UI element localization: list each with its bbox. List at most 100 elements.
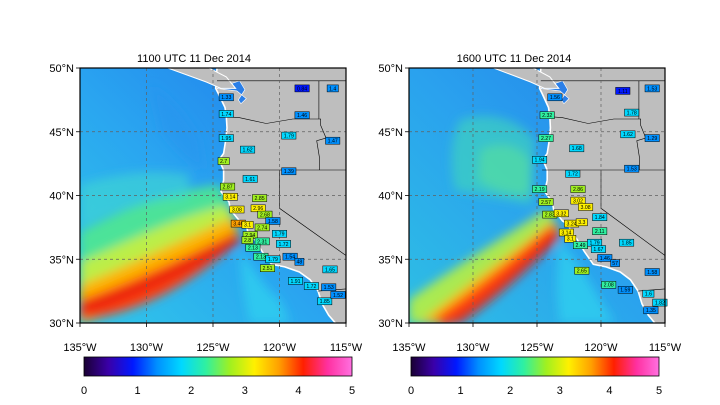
station-value: 2.11 bbox=[595, 229, 605, 235]
station-box: 1.61 bbox=[242, 175, 258, 183]
y-tick-label: 35°N bbox=[49, 254, 74, 266]
x-tick-label: 120°W bbox=[263, 342, 297, 354]
station-value: 1.68 bbox=[572, 146, 582, 152]
colorbar-tick-label: 1 bbox=[458, 385, 464, 397]
y-tick-label: 45°N bbox=[378, 127, 403, 139]
station-value: 1.78 bbox=[627, 111, 637, 117]
y-tick-label: 30°N bbox=[378, 318, 403, 330]
station-box: 2.65 bbox=[574, 266, 590, 275]
station-value: 1.82 bbox=[655, 301, 665, 307]
station-value: 2.32 bbox=[542, 113, 552, 119]
station-value: 1.58 bbox=[268, 219, 278, 225]
colorbar-tick-label: 0 bbox=[408, 385, 414, 397]
station-box: 1.53 bbox=[321, 283, 337, 291]
station-value: 1.79 bbox=[268, 257, 278, 263]
station-value: 48 bbox=[297, 260, 303, 266]
station-value: 2.49 bbox=[575, 243, 585, 249]
station-value: 3.24 bbox=[567, 222, 577, 228]
station-value: 3.14 bbox=[561, 230, 571, 236]
x-tick-label: 115°W bbox=[330, 342, 363, 354]
station-value: 1.4 bbox=[329, 86, 336, 92]
station-box: 1.91 bbox=[288, 277, 303, 285]
station-value: 1.61 bbox=[245, 177, 255, 183]
station-box: 3.08 bbox=[578, 203, 594, 211]
station-box: 1.58 bbox=[644, 268, 660, 276]
station-value: 1.33 bbox=[221, 95, 231, 101]
station-value: 57 bbox=[612, 261, 618, 267]
station-value: 3.02 bbox=[573, 199, 583, 205]
colorbar-tick-label: 5 bbox=[656, 385, 662, 397]
station-box: 1.72 bbox=[565, 170, 581, 178]
station-value: 2.94 bbox=[245, 233, 255, 239]
station-box: 1.54 bbox=[282, 252, 298, 261]
station-value: 1.35 bbox=[646, 308, 656, 314]
y-tick-label: 35°N bbox=[378, 254, 403, 266]
colorbar-tick-label: 2 bbox=[507, 385, 513, 397]
x-tick-label: 135°W bbox=[392, 342, 426, 354]
station-box: 3.1 bbox=[564, 235, 577, 243]
y-tick-label: 45°N bbox=[49, 127, 74, 139]
station-value: 1.53 bbox=[627, 167, 637, 173]
colorbar-tick-label: 4 bbox=[606, 385, 612, 397]
station-value: 3.08 bbox=[232, 207, 242, 213]
station-box: 1.85 bbox=[317, 297, 333, 305]
station-value: 2.96 bbox=[253, 206, 263, 212]
station-box: 1.58 bbox=[265, 217, 281, 225]
station-box: 3.14 bbox=[222, 193, 238, 201]
colorbar-tick-label: 2 bbox=[188, 385, 194, 397]
station-value: 1.53 bbox=[324, 285, 334, 291]
x-tick-label: 125°W bbox=[196, 342, 230, 354]
station-value: 2.85 bbox=[255, 196, 265, 202]
station-box: 1.95 bbox=[218, 134, 234, 142]
station-value: 2.19 bbox=[535, 187, 545, 193]
station-value: 1.79 bbox=[284, 134, 294, 140]
station-value: 1.91 bbox=[290, 279, 300, 285]
station-value: 2.7 bbox=[220, 159, 227, 165]
station-box: 1.35 bbox=[643, 306, 659, 314]
station-box: 1.6 bbox=[642, 289, 655, 298]
station-box: 1.52 bbox=[330, 291, 346, 299]
station-value: 1.72 bbox=[568, 172, 578, 178]
y-tick-label: 50°N bbox=[49, 63, 74, 75]
station-box: 1.94 bbox=[532, 156, 548, 164]
station-box: 2.74 bbox=[254, 223, 270, 231]
colorbar-right: 0 1 2 3 4 5 bbox=[408, 356, 662, 397]
station-value: 2.68 bbox=[260, 213, 270, 219]
station-value: 3.1 bbox=[244, 223, 251, 229]
station-box: 1.82 bbox=[652, 298, 668, 307]
station-value: 2.13 bbox=[248, 246, 258, 252]
station-value: 1.47 bbox=[328, 139, 338, 145]
station-box: 3.08 bbox=[229, 205, 245, 213]
station-value: 3.32 bbox=[556, 211, 566, 217]
colorbar-tick-label: 1 bbox=[135, 385, 141, 397]
station-value: 0.84 bbox=[297, 86, 307, 92]
x-tick-label: 130°W bbox=[456, 342, 490, 354]
station-box: 3.3 bbox=[575, 218, 588, 226]
colorbar-tick-label: 3 bbox=[557, 385, 563, 397]
station-box: 1.65 bbox=[322, 265, 338, 273]
vancouver-island-left bbox=[167, 68, 237, 89]
colorbar-tick-label: 3 bbox=[242, 385, 248, 397]
state-border-left bbox=[223, 116, 327, 170]
station-box: 2.27 bbox=[538, 134, 554, 142]
station-box: 2.8 bbox=[241, 236, 254, 244]
station-box: 1.29 bbox=[644, 134, 660, 142]
station-box: 2.13 bbox=[245, 244, 261, 252]
station-box: 57 bbox=[610, 259, 620, 267]
station-box: 1.4 bbox=[326, 84, 339, 92]
station-box: 2.11 bbox=[592, 227, 608, 235]
station-box: 2.86 bbox=[570, 185, 586, 193]
station-value: 1.29 bbox=[647, 136, 657, 142]
station-box: 3.1 bbox=[241, 221, 254, 229]
station-box: 1.59 bbox=[617, 286, 633, 294]
station-value: 3.14 bbox=[225, 195, 235, 201]
station-value: 2.83 bbox=[545, 213, 555, 219]
station-value: 1.11 bbox=[618, 89, 628, 95]
colorbar-tick-label: 0 bbox=[81, 385, 87, 397]
vancouver-island-right bbox=[493, 68, 560, 89]
station-value: 2.86 bbox=[573, 187, 583, 193]
x-tick-label: 120°W bbox=[584, 342, 618, 354]
station-box: 1.84 bbox=[592, 213, 608, 221]
station-box: 1.47 bbox=[325, 136, 341, 145]
panel-title-right: 1600 UTC 11 Dec 2014 bbox=[457, 53, 572, 65]
